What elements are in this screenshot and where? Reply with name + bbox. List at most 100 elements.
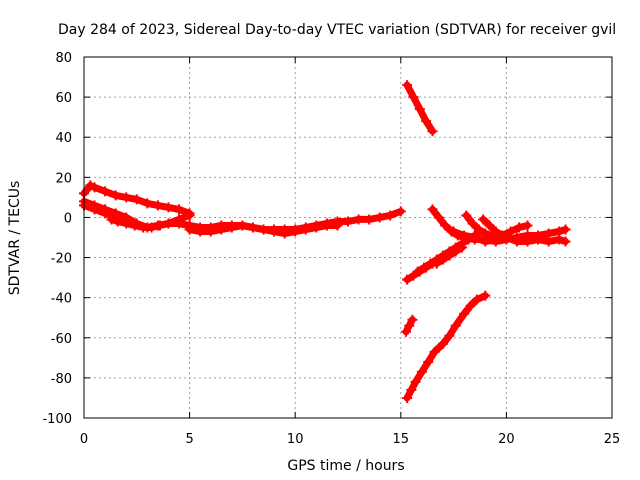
x-tick-label: 5 <box>185 432 193 447</box>
data-point <box>374 212 385 223</box>
data-point <box>237 220 248 231</box>
data-point <box>444 330 455 341</box>
data-point <box>543 236 554 247</box>
data-point <box>423 356 434 367</box>
data-point <box>431 258 442 269</box>
y-tick-label: 20 <box>55 171 72 186</box>
series-16 <box>402 290 491 403</box>
y-tick-label: 60 <box>55 91 72 106</box>
data-point <box>300 224 311 235</box>
y-tick-label: -100 <box>42 412 72 427</box>
data-point <box>343 216 353 227</box>
data-point <box>522 220 533 231</box>
data-point <box>247 222 258 233</box>
data-point <box>163 218 174 229</box>
x-tick-label: 20 <box>498 432 515 447</box>
data-point <box>461 210 472 221</box>
data-point <box>174 204 185 215</box>
data-point <box>450 246 461 257</box>
data-point <box>402 274 413 285</box>
y-tick-label: -40 <box>51 292 72 307</box>
data-point <box>290 226 301 237</box>
data-point <box>100 186 111 197</box>
data-point <box>406 384 417 395</box>
data-point <box>480 290 491 301</box>
data-point <box>321 220 332 231</box>
data-point <box>353 214 364 225</box>
series-6 <box>402 80 438 137</box>
data-point <box>100 208 111 219</box>
data-point <box>465 300 476 311</box>
data-point <box>421 116 432 127</box>
data-point <box>152 200 163 211</box>
data-point <box>385 210 396 221</box>
series-14 <box>431 242 468 269</box>
data-point <box>419 262 430 273</box>
data-point <box>279 228 290 239</box>
data-point <box>484 220 495 231</box>
data-point <box>142 198 153 209</box>
series-1 <box>79 180 195 219</box>
data-point <box>131 194 142 205</box>
data-point <box>401 326 412 337</box>
data-point <box>311 222 322 233</box>
x-tick-label: 0 <box>80 432 88 447</box>
data-point <box>195 226 206 237</box>
data-point <box>155 220 166 231</box>
y-tick-label: 40 <box>55 131 72 146</box>
y-tick-label: 80 <box>55 51 72 66</box>
y-tick-label: -80 <box>51 372 72 387</box>
series-15 <box>401 314 418 337</box>
data-point <box>163 202 174 213</box>
data-point <box>511 236 522 247</box>
data-point <box>364 214 375 225</box>
data-point <box>226 222 237 233</box>
data-point <box>110 190 121 201</box>
data-point <box>554 234 565 245</box>
chart-title: Day 284 of 2023, Sidereal Day-to-day VTE… <box>58 22 616 38</box>
data-point <box>450 320 461 331</box>
data-point <box>89 204 100 215</box>
data-point <box>404 320 415 331</box>
tick-labels: 0 5 10 15 20 25 -100 -80 -60 -40 -20 0 20 40 60 80 <box>42 51 620 447</box>
data-point <box>438 338 449 349</box>
data-point <box>89 182 100 193</box>
data-point <box>402 80 413 91</box>
data-point <box>258 224 269 235</box>
data-point <box>216 224 227 235</box>
data-point <box>471 294 482 305</box>
data-point <box>412 266 423 277</box>
data-point <box>416 366 427 377</box>
data-point <box>463 234 474 245</box>
data-point <box>112 216 123 227</box>
data-point <box>121 218 132 229</box>
data-point <box>129 220 140 231</box>
data-point <box>473 228 484 239</box>
axis-ticks <box>83 56 613 419</box>
data-point <box>467 218 478 229</box>
data-point <box>402 392 413 403</box>
data-point <box>407 314 418 325</box>
data-point <box>205 226 216 237</box>
y-tick-label: -20 <box>51 252 72 267</box>
data-point <box>522 236 533 247</box>
data-point <box>395 206 406 217</box>
data-point <box>138 222 149 233</box>
data-series <box>79 80 571 403</box>
data-point <box>440 220 451 231</box>
data-point <box>184 210 195 221</box>
data-point <box>514 222 525 233</box>
y-tick-label: -60 <box>51 332 72 347</box>
grid-lines <box>84 57 612 418</box>
x-tick-label: 15 <box>393 432 410 447</box>
data-point <box>332 220 343 231</box>
data-point <box>146 222 157 233</box>
x-tick-label: 10 <box>287 432 304 447</box>
series-11 <box>497 220 533 241</box>
y-axis-title: SDTVAR / TECUs <box>7 181 23 296</box>
data-point <box>497 230 508 241</box>
data-point <box>121 192 132 203</box>
data-point <box>410 376 421 387</box>
data-point <box>427 204 438 215</box>
